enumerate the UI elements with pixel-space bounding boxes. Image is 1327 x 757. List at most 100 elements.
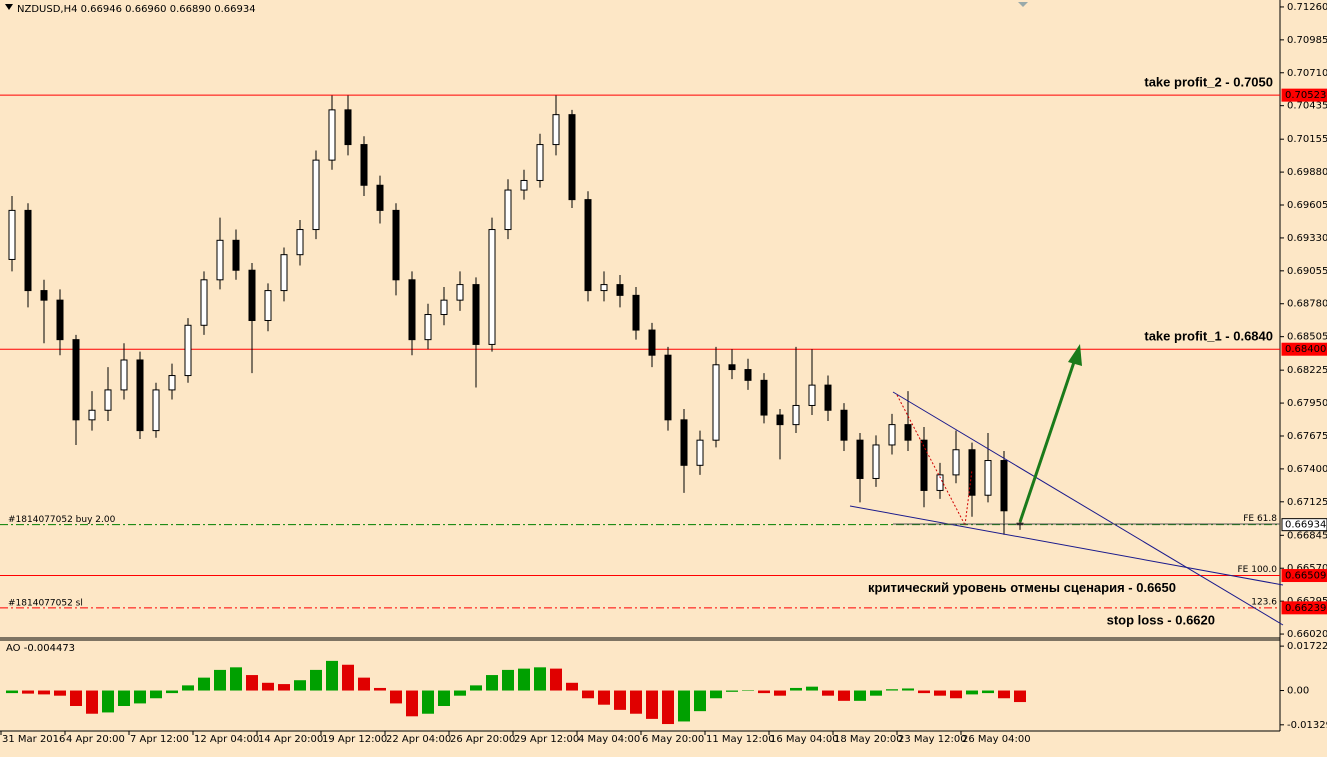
candle-body (248, 269, 256, 321)
candle-body (72, 339, 80, 421)
fibo-label: 123.6 (1251, 597, 1277, 607)
indicator-bar (230, 667, 242, 691)
indicator-bar (742, 690, 754, 691)
candle-body (360, 144, 368, 186)
indicator-bar (54, 690, 66, 696)
candle-body (312, 159, 320, 231)
candle-body (280, 254, 288, 292)
x-tick-label: 18 May 20:00 (834, 734, 903, 745)
candle-body (712, 364, 720, 441)
indicator-bar (150, 690, 162, 699)
chart-header: NZDUSD,H4 0.66946 0.66960 0.66890 0.6693… (17, 4, 256, 15)
candle-body (984, 460, 992, 496)
candle-body (808, 384, 816, 406)
y-tick-label: 0.70710 (1287, 68, 1327, 79)
indicator-bar (310, 669, 322, 691)
price-tag-label: 0.66239 (1285, 603, 1326, 614)
y-tick-label: 0.68225 (1287, 365, 1327, 376)
candle-body (168, 375, 176, 391)
drawings (849, 344, 1284, 626)
candle-body (616, 284, 624, 296)
indicator-bar (294, 680, 306, 691)
candle-body (584, 199, 592, 292)
indicator-label: AO -0.004473 (6, 643, 75, 654)
candle-body (456, 284, 464, 301)
y-tick-label: 0.00 (1287, 686, 1309, 697)
y-tick-label: 0.69605 (1287, 200, 1327, 211)
candle-body (392, 209, 400, 281)
x-tick-label: 23 May 12:00 (898, 734, 967, 745)
candle-body (792, 404, 800, 426)
indicator-bar (774, 690, 786, 696)
candle-body (504, 189, 512, 231)
candle-body (376, 184, 384, 211)
fibo-line (964, 469, 973, 526)
y-tick-label: 0.67950 (1287, 398, 1327, 409)
y-tick-label: 0.71260 (1287, 2, 1327, 13)
forecast-arrow-head (1068, 344, 1082, 366)
indicator-bar (262, 682, 274, 691)
indicator-bar (6, 690, 18, 694)
indicator-bar (678, 690, 690, 722)
candle-body (136, 359, 144, 432)
indicator-bar (358, 677, 370, 691)
candle-body (744, 369, 752, 381)
y-tick-label: 0.70985 (1287, 35, 1327, 46)
y-tick-label: 0.017224 (1287, 641, 1327, 652)
x-tick-label: 7 Apr 12:00 (130, 734, 189, 745)
indicator-bar (614, 690, 626, 710)
indicator-bar (486, 675, 498, 691)
wedge-lower-line (849, 505, 1284, 586)
candle-body (232, 239, 240, 271)
indicator-bar (70, 690, 82, 706)
indicator-bar (134, 690, 146, 704)
candle-body (920, 439, 928, 491)
x-tick-label: 26 May 04:00 (962, 734, 1031, 745)
candle-body (728, 364, 736, 371)
indicator-bar (1014, 690, 1026, 703)
candle-body (664, 354, 672, 421)
price-tag (1281, 518, 1327, 532)
price-tag (1281, 601, 1327, 615)
indicator-bar (886, 689, 898, 691)
candle-body (568, 114, 576, 201)
indicator-bar (870, 690, 882, 696)
fibo-label: FE 61.8 (1243, 514, 1277, 524)
indicator-bar (550, 668, 562, 691)
candle-body (56, 299, 64, 341)
indicator-bar (246, 675, 258, 691)
candle-body (200, 279, 208, 326)
candle-body (904, 424, 912, 441)
y-tick-label: 0.68505 (1287, 332, 1327, 343)
indicator-bar (662, 690, 674, 725)
order-label: #1814077052 buy 2.00 (8, 515, 116, 525)
x-tick-label: 29 Apr 12:00 (514, 734, 579, 745)
price-tag (1281, 569, 1327, 583)
candle-body (424, 314, 432, 341)
indicator-bar (966, 690, 978, 695)
y-tick-label: 0.67125 (1287, 497, 1327, 508)
indicator-bar (22, 690, 34, 694)
indicator-bar (950, 690, 962, 699)
price-tag-label: 0.70523 (1285, 90, 1326, 101)
x-tick-label: 12 Apr 04:00 (194, 734, 259, 745)
forecast-arrow (1018, 361, 1076, 523)
indicator-bar (374, 687, 386, 691)
candle-body (472, 284, 480, 345)
y-tick-label: 0.66570 (1287, 563, 1327, 574)
indicator-bar (646, 690, 658, 719)
indicator-bar (502, 669, 514, 691)
menu-icon[interactable] (5, 4, 13, 10)
fibo-line (896, 394, 966, 526)
indicator-bar (902, 688, 914, 691)
price-tag-label: 0.68400 (1285, 344, 1326, 355)
y-tick-label: 0.68780 (1287, 299, 1327, 310)
x-tick-label: 11 May 12:00 (706, 734, 775, 745)
indicator-bar (998, 690, 1010, 699)
candle-body (408, 279, 416, 341)
candle-body (600, 284, 608, 292)
candle-body (952, 449, 960, 476)
x-tick-label: 22 Apr 04:00 (386, 734, 451, 745)
